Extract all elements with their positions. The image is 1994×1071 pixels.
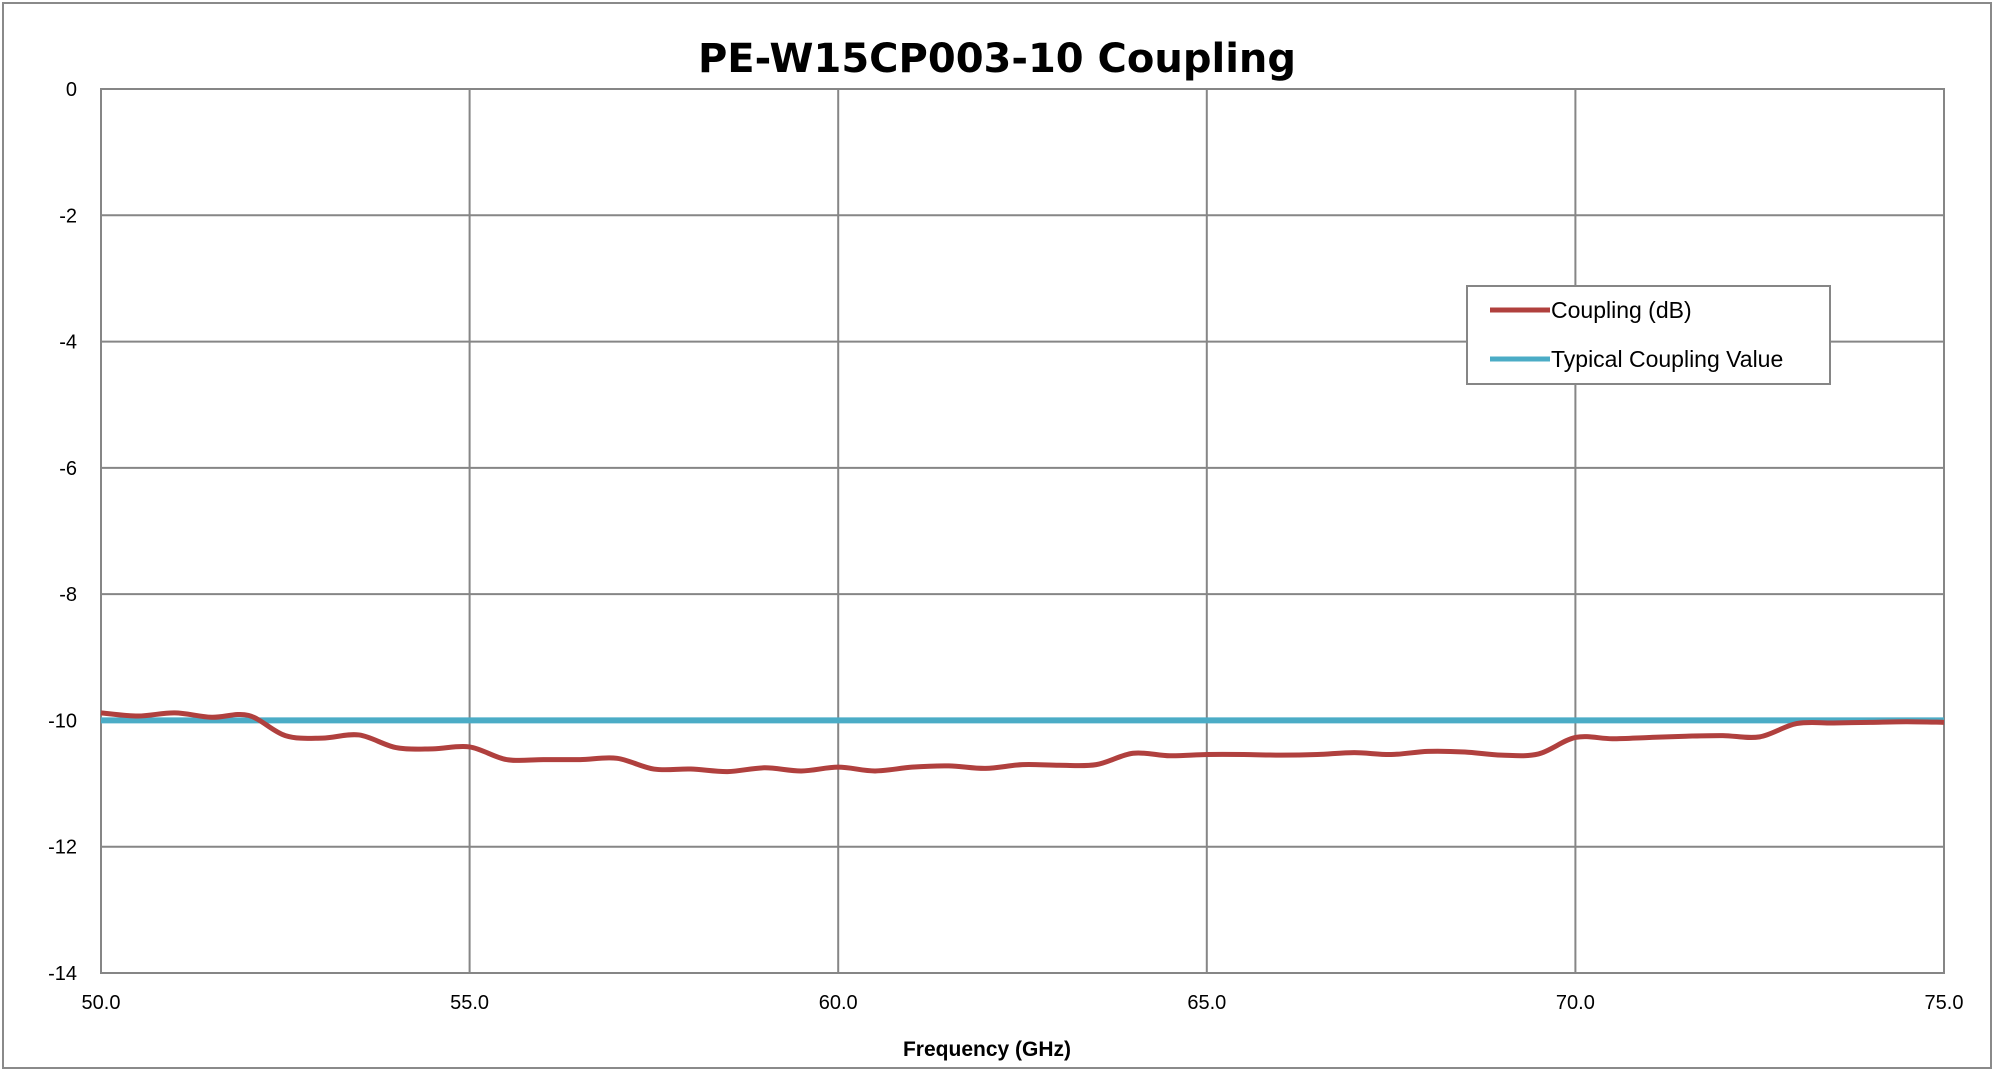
- legend-label-coupling: Coupling (dB): [1551, 297, 1692, 323]
- legend-box: [1466, 285, 1831, 385]
- y-axis-tick-labels: 0 -2 -4 -6 -8 -10 -12 -14: [48, 79, 77, 985]
- x-tick-label: 50.0: [82, 992, 121, 1014]
- plot-area: [101, 89, 1944, 973]
- x-tick-label: 75.0: [1925, 992, 1964, 1014]
- x-axis-tick-labels: 50.0 55.0 60.0 65.0 70.0 75.0: [82, 992, 1964, 1014]
- y-tick-label: -6: [59, 458, 77, 480]
- y-tick-label: -14: [48, 963, 77, 985]
- x-tick-label: 55.0: [450, 992, 489, 1014]
- legend: Coupling (dB) Typical Coupling Value: [1466, 285, 1831, 385]
- y-tick-label: -2: [59, 205, 77, 227]
- y-tick-label: -8: [59, 584, 77, 606]
- y-tick-label: 0: [66, 79, 77, 101]
- legend-label-typical: Typical Coupling Value: [1551, 346, 1783, 372]
- plot-area-border: [100, 88, 1945, 974]
- chart-title: PE-W15CP003-10 Coupling: [698, 36, 1296, 82]
- y-tick-label: -10: [48, 710, 77, 732]
- y-tick-label: -12: [48, 837, 77, 859]
- y-tick-label: -4: [59, 332, 77, 354]
- series-line-coupling: [100, 710, 1945, 775]
- x-tick-label: 70.0: [1556, 992, 1595, 1014]
- x-tick-label: 65.0: [1187, 992, 1226, 1014]
- x-axis-title: Frequency (GHz): [903, 1038, 1071, 1061]
- series-lines: [100, 710, 1945, 775]
- x-tick-label: 60.0: [819, 992, 858, 1014]
